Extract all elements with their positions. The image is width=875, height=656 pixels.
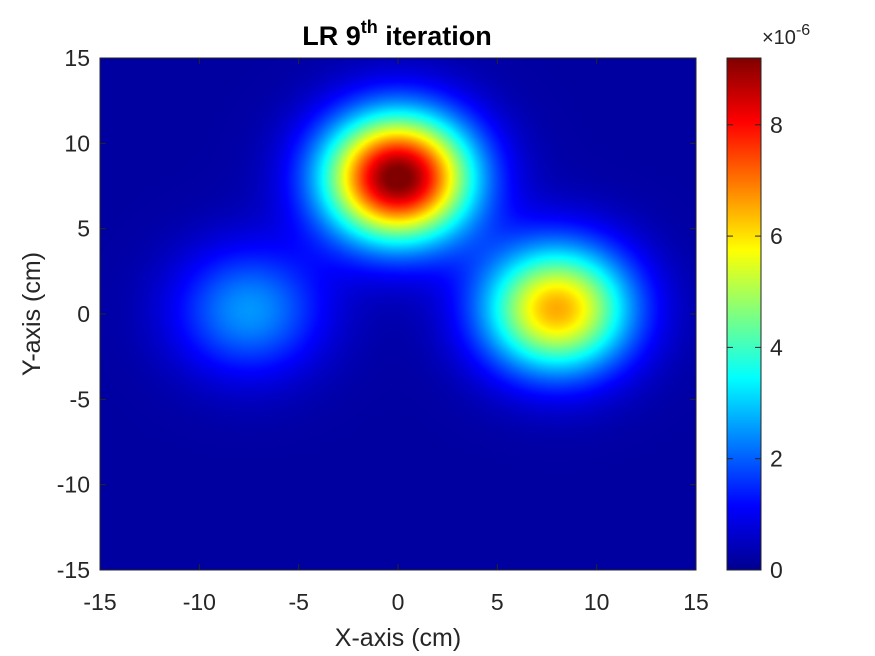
- y-tick-label: -5: [70, 386, 90, 412]
- x-tick-label: 0: [392, 589, 405, 615]
- x-tick-label: -5: [288, 589, 308, 615]
- colorbar-exponent: ×10-6: [762, 22, 810, 49]
- chart-title: LR 9th iteration: [302, 17, 492, 51]
- y-tick-label: 0: [77, 301, 90, 327]
- colorbar: 0 2 4 6 8 ×10-6: [726, 22, 810, 583]
- x-tick-label: 10: [584, 589, 610, 615]
- y-tick-label: 5: [77, 216, 90, 242]
- x-tick-label: -15: [83, 589, 116, 615]
- y-tick-label: 10: [64, 130, 90, 156]
- colorbar-tick-label: 8: [770, 112, 783, 138]
- colorbar-ticks: 0 2 4 6 8: [727, 112, 783, 583]
- x-tick-label: 15: [683, 589, 709, 615]
- x-axis-ticks: -15 -10 -5 0 5 10 15: [83, 58, 709, 615]
- colorbar-tick-label: 4: [770, 334, 783, 360]
- y-tick-label: -15: [57, 557, 90, 583]
- y-axis-ticks: -15 -10 -5 0 5 10 15: [57, 45, 696, 583]
- y-axis-label: Y-axis (cm): [18, 252, 46, 376]
- heatmap-image: [100, 58, 696, 570]
- y-tick-label: -10: [57, 472, 90, 498]
- colorbar-tick-label: 0: [770, 557, 783, 583]
- x-axis-label: X-axis (cm): [335, 624, 461, 652]
- plot-area: [99, 57, 697, 571]
- colorbar-tick-label: 6: [770, 223, 783, 249]
- x-tick-label: 5: [491, 589, 504, 615]
- y-tick-label: 15: [64, 45, 90, 71]
- colorbar-gradient: [726, 57, 762, 571]
- colorbar-tick-label: 2: [770, 446, 783, 472]
- x-tick-label: -10: [183, 589, 216, 615]
